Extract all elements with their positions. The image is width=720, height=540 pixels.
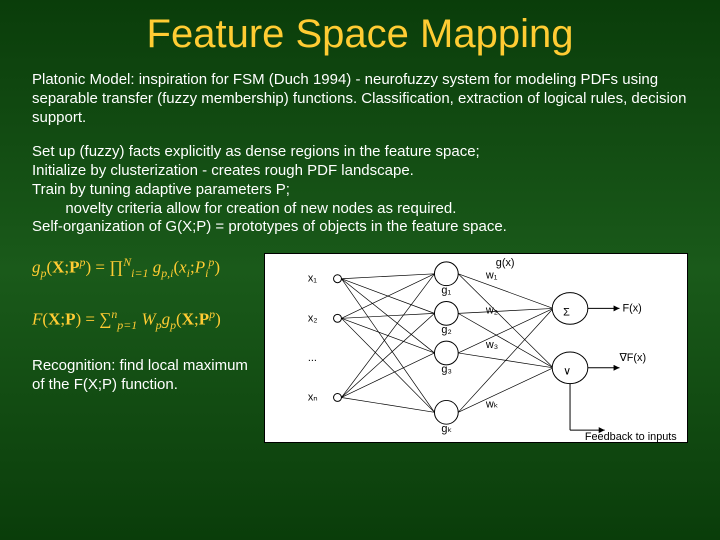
svg-text:xₙ: xₙ — [308, 391, 318, 403]
svg-text:∇F(x): ∇F(x) — [618, 352, 646, 364]
svg-text:w₁: w₁ — [485, 270, 498, 282]
svg-text:x₁: x₁ — [308, 273, 317, 285]
svg-text:Feedback to inputs: Feedback to inputs — [585, 431, 677, 442]
svg-text:x₂: x₂ — [308, 312, 318, 324]
formula-1: gp(X;Pp) = ∏Ni=1 gp,i(xi;Pip) — [32, 253, 248, 283]
edges-out — [458, 274, 553, 413]
svg-text:g₃: g₃ — [441, 364, 451, 376]
svg-text:g₂: g₂ — [441, 324, 451, 336]
paragraph-1: Platonic Model: inspiration for FSM (Duc… — [32, 71, 688, 127]
recognition-text: Recognition: find local maximum of the F… — [32, 357, 248, 395]
feedback-loop: Feedback to inputs — [570, 384, 677, 442]
svg-text:∨: ∨ — [563, 366, 571, 378]
paragraph-2: Set up (fuzzy) facts explicitly as dense… — [32, 143, 688, 237]
formula-block: gp(X;Pp) = ∏Ni=1 gp,i(xi;Pip) F(X;P) = ∑… — [32, 253, 248, 335]
weight-labels: w₁ w₂ w₃ wₖ — [485, 270, 498, 411]
svg-text:w₂: w₂ — [485, 304, 498, 316]
svg-text:F(x): F(x) — [622, 302, 641, 314]
svg-text:g₁: g₁ — [441, 285, 451, 297]
svg-text:...: ... — [308, 352, 317, 364]
input-layer: x₁ x₂ ... xₙ — [308, 273, 342, 404]
edges-in — [341, 274, 434, 413]
svg-text:Σ: Σ — [563, 306, 570, 318]
svg-text:w₃: w₃ — [485, 339, 498, 351]
svg-text:gₖ: gₖ — [441, 423, 452, 435]
formula-2: F(X;P) = ∑np=1 Wpgp(X;Pp) — [32, 305, 248, 335]
hidden-layer: g₁ g₂ g₃ gₖ — [434, 262, 458, 435]
output-layer: Σ F(x) ∨ ∇F(x) — [552, 293, 646, 384]
network-diagram: x₁ x₂ ... xₙ g₁ g₂ g₃ gₖ — [264, 253, 688, 443]
slide-title: Feature Space Mapping — [32, 12, 688, 57]
gx-label: g(x) — [496, 257, 515, 269]
svg-text:wₖ: wₖ — [485, 398, 498, 410]
